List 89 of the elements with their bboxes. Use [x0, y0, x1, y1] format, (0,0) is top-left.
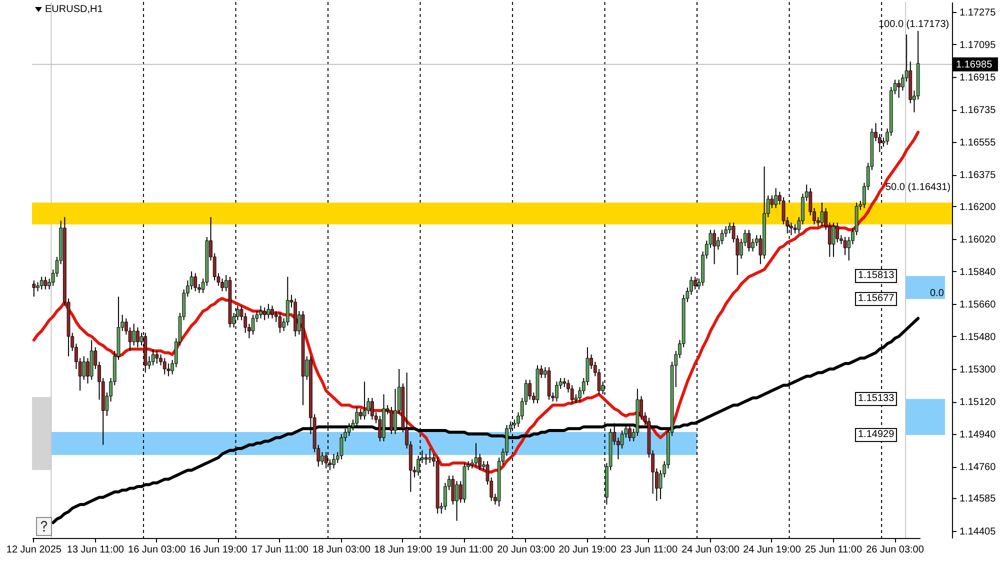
candlestick [512, 419, 516, 430]
x-tick-label: 26 Jun 03:00 [866, 544, 924, 556]
x-tick-label: 18 Jun 03:00 [312, 544, 371, 556]
candlestick [362, 381, 366, 420]
y-tick-label: 1.16375 [960, 170, 996, 182]
candlestick [712, 229, 716, 265]
candlestick [693, 276, 697, 290]
annotation: 1.14929 [855, 428, 898, 442]
x-tick-label: 13 Jun 11:00 [66, 544, 124, 556]
candlestick [390, 406, 394, 435]
x-tick-label: 20 Jun 03:00 [497, 544, 556, 556]
annotation: 1.15813 [855, 269, 898, 283]
candlestick [32, 280, 36, 298]
candlestick [44, 276, 48, 290]
candlestick [428, 448, 432, 464]
ref-line-label: 1.16985 [956, 59, 993, 70]
candlestick [155, 350, 159, 364]
candlestick [836, 222, 840, 243]
candlestick [190, 270, 194, 290]
text: 0.0 [930, 288, 944, 300]
y-tick-label: 1.15120 [960, 397, 996, 408]
x-tick-label: 19 Jun 11:00 [436, 544, 494, 556]
y-tick-label: 1.14940 [960, 430, 996, 441]
candlestick [278, 312, 282, 334]
candlestick [251, 314, 255, 336]
annotation: 1.15133 [855, 392, 898, 406]
candlestick [320, 452, 324, 466]
candlestick [843, 236, 847, 256]
candlestick [270, 305, 274, 319]
candlestick [259, 305, 262, 319]
y-tick-label: 1.15300 [960, 364, 996, 376]
chart-title: EURUSD,H1 [45, 4, 103, 15]
candlestick [747, 229, 751, 252]
annotation: 1.15677 [855, 292, 898, 306]
candlestick [40, 276, 44, 290]
y-tick-label: 1.14585 [960, 494, 996, 505]
y-tick-label: 1.16555 [960, 138, 996, 149]
y-tick-label: 1.17275 [960, 7, 996, 18]
x-tick-label: 17 Jun 11:00 [251, 544, 309, 556]
candlestick [451, 475, 455, 506]
line-series [52, 316, 920, 524]
candlestick [455, 480, 458, 522]
y-tick-label: 1.17095 [960, 40, 996, 51]
candlestick [555, 381, 558, 402]
candlestick [332, 453, 336, 469]
y-tick-label: 1.14405 [960, 526, 996, 538]
candlestick [774, 188, 778, 209]
y-tick-label: 1.14760 [960, 462, 996, 474]
candlestick [194, 272, 198, 292]
y-tick-label: 1.16735 [960, 105, 996, 116]
candlestick [355, 406, 359, 428]
candlestick [132, 323, 136, 346]
y-tick-label: 1.15840 [960, 266, 996, 278]
candlestick [474, 442, 478, 468]
x-tick-label: 20 Jun 19:00 [558, 544, 617, 556]
candlestick [720, 229, 724, 245]
candlestick [832, 222, 836, 258]
x-tick-label: 16 Jun 03:00 [128, 544, 186, 556]
candlestick [262, 307, 266, 321]
annotation: 100.0 (1.17173) [878, 19, 950, 31]
annotation: 50.0 (1.16431) [886, 182, 951, 194]
y-tick-label: 1.16915 [960, 72, 996, 84]
candlestick [897, 79, 901, 98]
x-tick-label: 16 Jun 19:00 [190, 544, 248, 556]
candlestick [151, 348, 155, 366]
candlestick [266, 303, 270, 319]
y-tick-label: 1.15660 [960, 299, 996, 310]
candlestick [162, 358, 166, 375]
candlestick [628, 424, 632, 442]
x-tick-label: 24 Jun 03:00 [682, 544, 740, 556]
x-tick-label: 25 Jun 11:00 [804, 544, 862, 556]
candlestick [562, 378, 566, 388]
candlestick [370, 397, 374, 420]
x-tick-label: 24 Jun 19:00 [743, 544, 802, 556]
candlestick [358, 408, 362, 420]
candlestick [793, 224, 797, 234]
y-tick-label: 1.15480 [960, 332, 996, 343]
candlestick [324, 452, 328, 469]
candlestick [82, 356, 86, 380]
y-tick-label: 1.16200 [960, 202, 996, 213]
y-tick-label: 1.16020 [960, 234, 996, 246]
candlestick [820, 202, 824, 227]
candlestick [528, 379, 532, 400]
x-tick-label: 23 Jun 11:00 [620, 544, 678, 556]
x-tick-label: 12 Jun 2025 [6, 544, 62, 556]
candlestick [340, 434, 344, 460]
candlestick [136, 326, 140, 348]
candlestick [424, 453, 428, 466]
x-tick-label: 18 Jun 19:00 [374, 544, 432, 556]
